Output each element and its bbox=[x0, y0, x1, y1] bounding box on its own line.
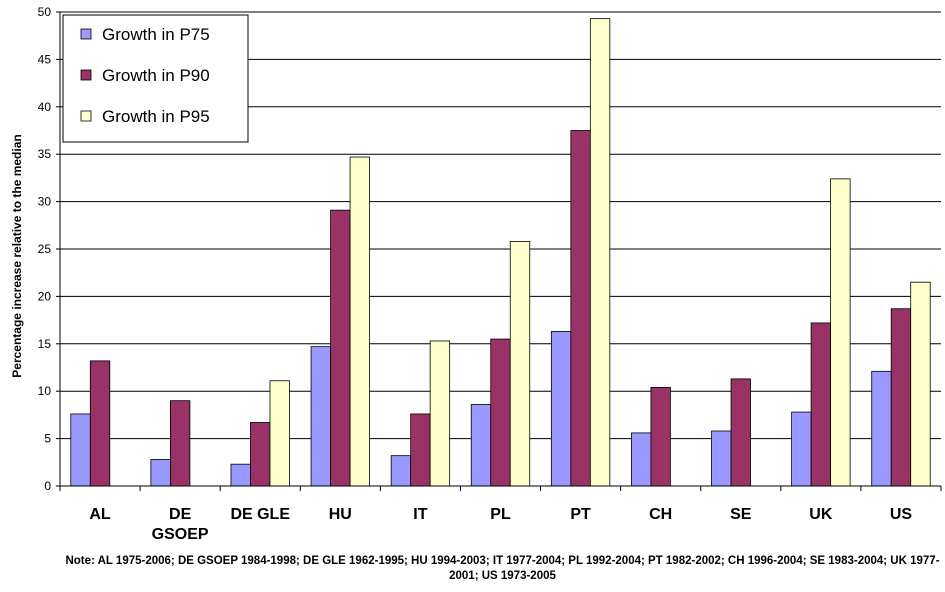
y-tick-label: 10 bbox=[38, 384, 52, 398]
bar bbox=[509, 241, 531, 487]
y-tick-label: 45 bbox=[38, 52, 52, 66]
y-tick-label: 15 bbox=[38, 337, 52, 351]
y-tick-label: 20 bbox=[38, 289, 52, 303]
x-category-label: SE bbox=[730, 506, 752, 523]
x-category-label: DE GSOEP bbox=[152, 506, 209, 543]
gridlines bbox=[60, 11, 941, 440]
bar bbox=[410, 413, 431, 487]
x-category-label: PT bbox=[570, 506, 591, 523]
bar bbox=[830, 178, 851, 487]
bar bbox=[570, 130, 591, 487]
x-category-label: PL bbox=[490, 506, 511, 523]
bar bbox=[330, 209, 351, 487]
bar bbox=[730, 378, 751, 487]
y-tick-label: 35 bbox=[38, 147, 52, 161]
bar bbox=[250, 422, 271, 487]
y-tick-label: 0 bbox=[44, 479, 51, 493]
bar bbox=[310, 346, 331, 487]
bar bbox=[470, 404, 492, 487]
bars bbox=[70, 18, 931, 487]
x-category-label: CH bbox=[649, 506, 672, 523]
x-category-label: AL bbox=[89, 506, 111, 523]
bar bbox=[89, 360, 111, 487]
bar bbox=[890, 308, 912, 487]
bar bbox=[349, 156, 370, 487]
legend-box bbox=[62, 14, 249, 143]
bar bbox=[871, 370, 892, 487]
bar bbox=[791, 411, 812, 487]
legend-swatch bbox=[80, 110, 92, 122]
bar bbox=[429, 340, 451, 487]
y-tick-label: 25 bbox=[38, 242, 52, 256]
footnote: Note: AL 1975-2006; DE GSOEP 1984-1998; … bbox=[65, 555, 940, 582]
x-category-label: IT bbox=[413, 506, 427, 523]
y-tick-label: 30 bbox=[38, 195, 52, 209]
legend-entry-label: Growth in P95 bbox=[102, 107, 210, 126]
x-category-label: DE GLE bbox=[230, 506, 290, 523]
bar bbox=[169, 400, 191, 487]
legend: Growth in P75 Growth in P90 Growth in P95 bbox=[62, 14, 249, 143]
bar bbox=[589, 18, 611, 487]
bar bbox=[650, 387, 671, 487]
bar bbox=[490, 338, 511, 487]
bar bbox=[631, 432, 652, 487]
bar bbox=[550, 331, 572, 487]
legend-swatch bbox=[80, 69, 92, 81]
bar bbox=[230, 463, 251, 487]
legend-entry-label: Growth in P90 bbox=[102, 66, 210, 85]
x-category-label: UK bbox=[809, 506, 833, 523]
bar bbox=[810, 322, 832, 487]
y-tick-label: 40 bbox=[38, 100, 52, 114]
x-category-labels: AL DE GSOEP DE GLE HU IT PL PT CH SE UK US bbox=[89, 506, 912, 543]
y-axis-label: Percentage increase relative to the medi… bbox=[10, 134, 24, 377]
bar bbox=[70, 413, 91, 487]
x-category-label: HU bbox=[329, 506, 352, 523]
legend-entry-label: Growth in P75 bbox=[102, 25, 210, 44]
legend-swatch bbox=[80, 28, 92, 40]
bar bbox=[711, 430, 732, 487]
y-tick-label: 5 bbox=[44, 432, 51, 446]
x-category-label: US bbox=[890, 506, 913, 523]
bar bbox=[910, 281, 931, 487]
bar bbox=[150, 459, 171, 487]
axes bbox=[56, 11, 942, 491]
y-tick-labels: 0 5 10 15 20 25 30 35 40 45 50 bbox=[38, 5, 52, 493]
bar bbox=[269, 380, 290, 487]
bar bbox=[390, 455, 412, 487]
y-tick-label: 50 bbox=[38, 5, 52, 19]
